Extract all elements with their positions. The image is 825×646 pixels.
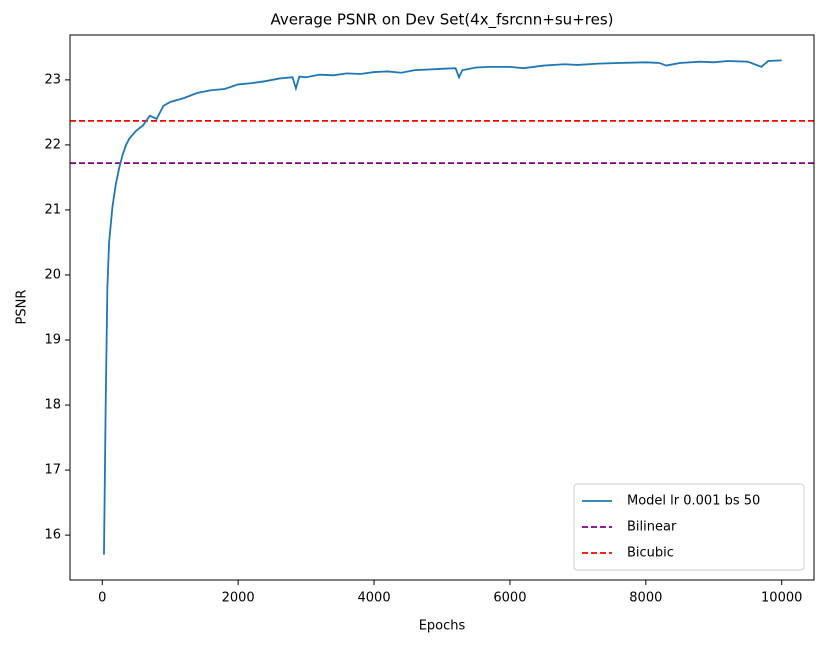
y-tick-label: 17 [44, 463, 61, 478]
y-axis-label: PSNR [15, 290, 30, 325]
y-tick-label: 21 [44, 202, 61, 217]
x-tick-label: 2000 [222, 591, 255, 606]
legend-label: Model lr 0.001 bs 50 [627, 494, 760, 509]
legend-box [573, 483, 805, 571]
x-tick-label: 10000 [761, 591, 802, 606]
x-tick-label: 4000 [358, 591, 391, 606]
x-tick-label: 0 [98, 591, 106, 606]
legend-label: Bicubic [627, 546, 674, 561]
plot-frame [69, 34, 815, 581]
x-axis-label: Epochs [419, 619, 466, 634]
y-tick-label: 23 [44, 72, 61, 87]
y-tick-label: 20 [44, 267, 61, 282]
x-tick-label: 6000 [493, 591, 526, 606]
legend-label: Bilinear [627, 520, 677, 535]
y-tick-label: 19 [44, 333, 61, 348]
y-tick-label: 16 [44, 528, 61, 543]
chart-title: Average PSNR on Dev Set(4x_fsrcnn+su+res… [270, 11, 613, 30]
y-tick-label: 22 [44, 137, 61, 152]
data-line [103, 59, 782, 555]
x-tick-label: 8000 [629, 591, 662, 606]
y-tick-label: 18 [44, 398, 61, 413]
